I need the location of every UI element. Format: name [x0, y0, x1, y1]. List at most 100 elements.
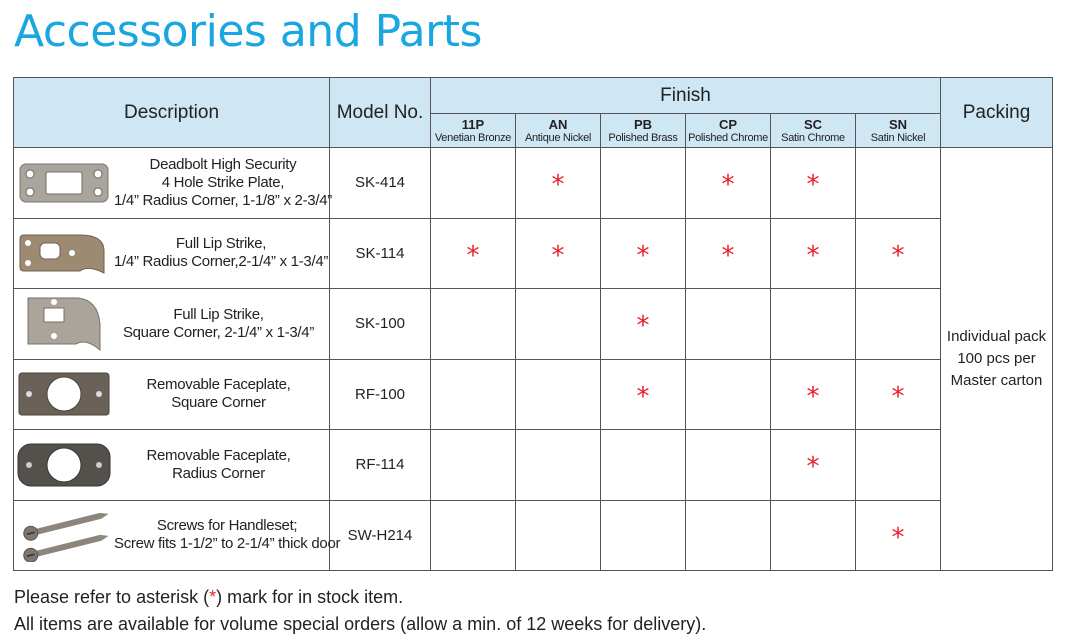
in-stock-asterisk: *: [806, 170, 820, 201]
in-stock-asterisk: *: [891, 240, 905, 271]
in-stock-asterisk: *: [721, 170, 735, 201]
finish-cell-pb: *: [600, 217, 686, 289]
in-stock-asterisk: *: [806, 381, 820, 412]
finish-cell-an: [515, 358, 601, 430]
model-number: RF-114: [329, 429, 431, 501]
finish-cell-sn: [854, 429, 942, 501]
finish-col-sc: SC Satin Chrome: [770, 113, 856, 148]
finish-name: Polished Chrome: [688, 131, 768, 144]
finish-name: Satin Nickel: [870, 131, 926, 144]
full-lip-strike-radius-image: [14, 229, 114, 277]
finish-cell-sc: [770, 288, 856, 360]
finish-cell-sn: [854, 288, 942, 360]
finish-cell-sn: [854, 147, 942, 219]
finish-name: Polished Brass: [608, 131, 678, 144]
description-line: Deadbolt High Security: [149, 155, 297, 173]
finish-cell-pb: [600, 147, 686, 219]
model-number: RF-100: [329, 358, 431, 430]
description-cell: Full Lip Strike, Square Corner, 2-1/4” x …: [13, 288, 330, 360]
finish-cell-sn: *: [854, 499, 942, 571]
in-stock-asterisk: *: [466, 240, 480, 271]
finish-name: Satin Chrome: [781, 131, 845, 144]
finish-cell-pb: [600, 499, 686, 571]
finish-cell-sc: *: [770, 358, 856, 430]
finish-cell-cp: [685, 429, 771, 501]
screws-image: [14, 508, 114, 563]
asterisk-mark: *: [209, 587, 217, 607]
finish-cell-11p: [430, 358, 516, 430]
finish-cell-sc: *: [770, 429, 856, 501]
table-row: Removable Faceplate, Square Corner RF-100 *…: [13, 358, 1053, 430]
description-text: Full Lip Strike, 1/4” Radius Corner,2-1/4…: [114, 235, 328, 271]
finish-cell-sn: *: [854, 358, 942, 430]
in-stock-asterisk: *: [636, 311, 650, 342]
finish-col-sn: SN Satin Nickel: [854, 113, 942, 148]
finish-cell-an: [515, 429, 601, 501]
finish-cell-11p: [430, 429, 516, 501]
description-line: Removable Faceplate,: [146, 376, 291, 394]
description-line: Square Corner, 2-1/4” x 1-3/4”: [122, 323, 315, 341]
table-row: Deadbolt High Security 4 Hole Strike Plat…: [13, 147, 1054, 571]
finish-cell-11p: *: [430, 217, 516, 289]
finish-col-an: AN Antique Nickel: [515, 113, 601, 148]
finish-header: Finish: [429, 77, 942, 114]
description-cell: Removable Faceplate, Radius Corner: [13, 429, 330, 501]
in-stock-asterisk: *: [806, 452, 820, 483]
description-line: 1/4” Radius Corner,2-1/4” x 1-3/4”: [114, 253, 329, 271]
finish-cell-cp: [685, 288, 771, 360]
finish-cell-sn: *: [854, 217, 942, 289]
description-line: Square Corner: [171, 394, 266, 412]
description-line: Radius Corner: [172, 464, 265, 482]
footnote-line-1: Please refer to asterisk (*) mark for in…: [14, 587, 404, 607]
model-number: SK-414: [329, 147, 431, 219]
finish-col-11p: 11P Venetian Bronze: [430, 113, 516, 148]
description-text: Removable Faceplate, Square Corner: [114, 376, 323, 412]
finish-cell-pb: [600, 429, 686, 501]
finish-name: Antique Nickel: [524, 131, 592, 144]
finish-cell-cp: *: [685, 147, 771, 219]
in-stock-asterisk: *: [891, 381, 905, 412]
in-stock-asterisk: *: [551, 170, 565, 201]
finish-cell-11p: [430, 288, 516, 360]
finish-name: Venetian Bronze: [434, 131, 512, 144]
finish-cell-11p: [430, 499, 516, 571]
faceplate-square-image: [14, 369, 114, 419]
finish-code: AN: [548, 116, 568, 132]
description-line: Full Lip Strike,: [173, 305, 264, 323]
description-cell: Screws for Handleset; Screw fits 1-1/2” t…: [13, 499, 341, 571]
description-line: 4 Hole Strike Plate,: [161, 173, 285, 191]
packing-cell: Individual pack 100 pcs per Master carton: [940, 147, 1054, 571]
finish-cell-an: *: [515, 147, 601, 219]
description-header: Description: [13, 77, 330, 148]
finish-cell-pb: *: [600, 358, 686, 430]
finish-cell-an: *: [515, 217, 601, 289]
model-number: SW-H214: [329, 499, 431, 571]
finish-cell-an: [515, 499, 601, 571]
description-line: Screws for Handleset;: [156, 517, 298, 535]
finish-cell-sc: [770, 499, 856, 571]
table-row: Full Lip Strike, Square Corner, 2-1/4” x …: [13, 288, 1053, 360]
packing-line: Individual pack: [946, 328, 1047, 345]
model-header: Model No.: [329, 77, 431, 148]
finish-code: SC: [803, 116, 823, 132]
finish-cell-cp: [685, 499, 771, 571]
in-stock-asterisk: *: [551, 240, 565, 271]
finish-code: SN: [888, 116, 908, 132]
finish-code: CP: [718, 116, 738, 132]
page-title: Accessories and Parts: [14, 6, 482, 57]
description-cell: Full Lip Strike, 1/4” Radius Corner,2-1/4…: [13, 217, 330, 289]
description-line: Full Lip Strike,: [175, 235, 267, 253]
table-row: Full Lip Strike, 1/4” Radius Corner,2-1/4…: [13, 217, 1053, 289]
description-line: 1/4” Radius Corner, 1-1/8” x 2-3/4”: [114, 191, 332, 209]
description-cell: Removable Faceplate, Square Corner: [13, 358, 330, 430]
description-line: Removable Faceplate,: [146, 446, 291, 464]
finish-cell-cp: [685, 358, 771, 430]
finish-col-pb: PB Polished Brass: [600, 113, 686, 148]
description-line: Screw fits 1-1/2” to 2-1/4” thick door: [114, 535, 341, 553]
finish-cell-pb: *: [600, 288, 686, 360]
finish-cell-11p: [430, 147, 516, 219]
packing-header: Packing: [940, 77, 1054, 148]
full-lip-strike-square-image: [14, 294, 114, 354]
finish-code: PB: [633, 116, 653, 132]
packing-line: 100 pcs per: [957, 350, 1036, 367]
